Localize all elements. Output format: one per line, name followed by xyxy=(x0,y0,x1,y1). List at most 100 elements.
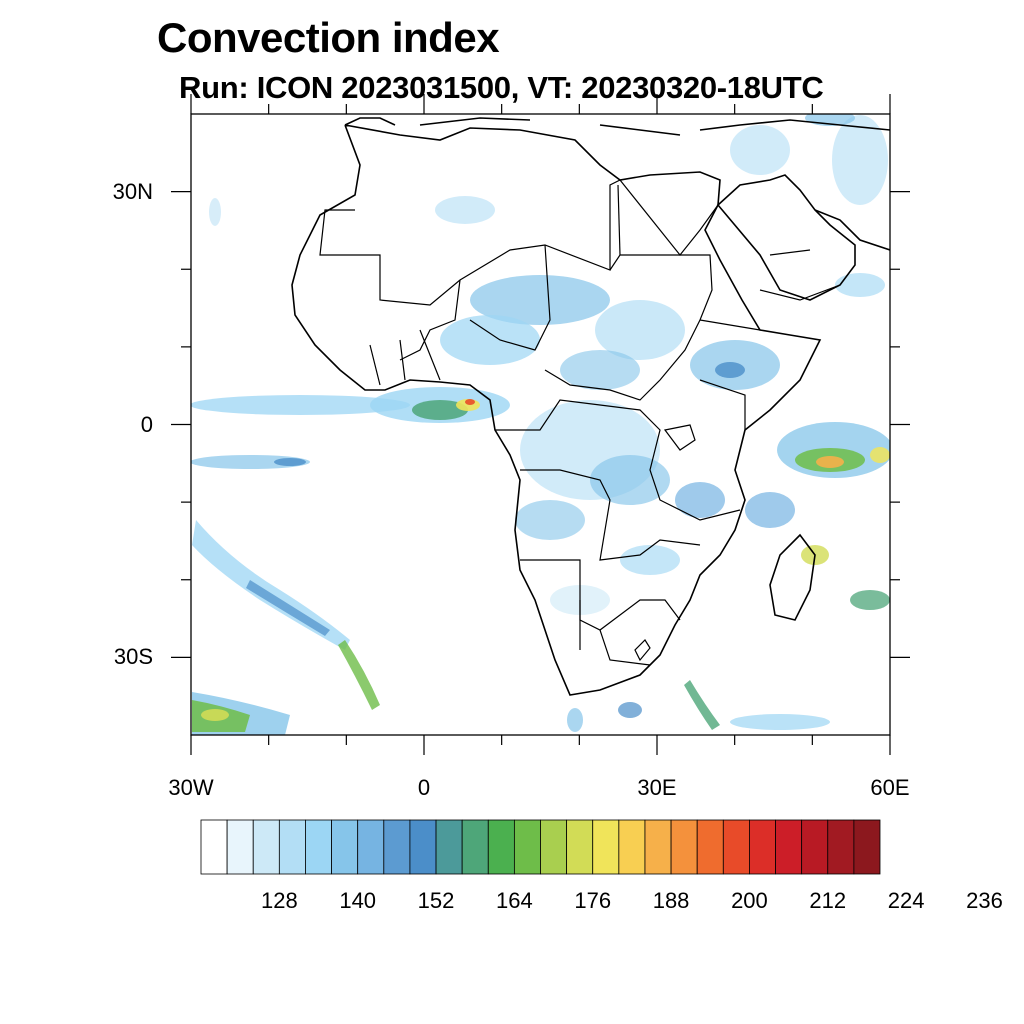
field-patch xyxy=(560,350,640,390)
lon-tick-label: 0 xyxy=(417,775,431,800)
border xyxy=(319,179,621,306)
field-patch xyxy=(201,709,229,721)
tick-marks xyxy=(171,94,910,755)
lon-tick-label: 60E xyxy=(870,775,910,800)
border xyxy=(399,279,461,361)
field-patch xyxy=(515,500,585,540)
field-patch xyxy=(832,115,888,205)
colorbar-swatch xyxy=(618,819,646,875)
border xyxy=(579,600,651,666)
field-patch xyxy=(816,456,844,468)
border xyxy=(759,249,841,301)
field-patch xyxy=(595,300,685,360)
field-patch xyxy=(745,492,795,528)
border xyxy=(369,329,441,386)
field-patch xyxy=(715,362,745,378)
field-patch xyxy=(435,196,495,224)
field-patch xyxy=(590,455,670,505)
border xyxy=(699,319,761,430)
colorbar-swatch xyxy=(200,819,228,875)
colorbar-tick-label: 164 xyxy=(496,888,533,913)
colorbar-tick-label: 152 xyxy=(417,888,455,913)
field-patch xyxy=(730,125,790,175)
field-patch xyxy=(440,315,540,365)
colorbar-tick-label: 212 xyxy=(809,888,847,913)
colorbar-swatch xyxy=(461,819,489,875)
madagascar xyxy=(769,533,816,621)
border xyxy=(617,184,621,256)
colorbar-swatch xyxy=(592,819,620,875)
field-patch xyxy=(191,455,310,469)
field-patch xyxy=(191,395,410,415)
colorbar-tick-label: 176 xyxy=(574,888,612,913)
field-patch xyxy=(850,590,890,610)
field-patch xyxy=(675,482,725,518)
field-patch xyxy=(412,400,468,420)
country-borders xyxy=(319,179,841,666)
convection-field xyxy=(191,114,890,735)
field-patch xyxy=(209,198,221,226)
mediterranean-north xyxy=(419,117,890,136)
colorbar-tick-label: 188 xyxy=(652,888,690,913)
field-patch xyxy=(870,447,890,463)
colorbar-swatch xyxy=(331,819,359,875)
colorbar-swatch xyxy=(383,819,411,875)
field-patch xyxy=(730,714,830,730)
colorbar-swatch xyxy=(566,819,594,875)
colorbar-swatch xyxy=(226,819,254,875)
lat-tick-label: 0 xyxy=(140,411,153,437)
colorbar-swatch xyxy=(827,819,855,875)
border xyxy=(634,639,651,662)
colorbar-swatch xyxy=(801,819,829,875)
coastlines xyxy=(291,117,890,696)
colorbar-tick-label: 140 xyxy=(339,888,377,913)
colorbar-swatch xyxy=(853,819,881,875)
lat-tick-label: 30S xyxy=(113,644,153,670)
colorbar-swatch xyxy=(775,819,803,875)
field-patch xyxy=(567,708,583,732)
arabia-coast xyxy=(716,174,856,301)
field-patch xyxy=(274,458,306,466)
field-patch xyxy=(618,702,642,718)
border xyxy=(663,424,696,451)
colorbar-swatch xyxy=(644,819,672,875)
field-patch xyxy=(835,273,885,297)
field-patch xyxy=(470,275,610,325)
colorbar xyxy=(200,819,881,875)
colorbar-tick-label: 128 xyxy=(260,888,298,913)
colorbar-swatch xyxy=(696,819,724,875)
arabia-gulf xyxy=(814,209,890,251)
border xyxy=(619,179,719,256)
field-patch xyxy=(192,520,350,650)
border xyxy=(469,244,551,351)
colorbar-swatch xyxy=(278,819,306,875)
colorbar-swatch xyxy=(722,819,750,875)
colorbar-tick-label: 236 xyxy=(966,888,1003,913)
colorbar-swatch xyxy=(305,819,332,875)
colorbar-tick-label: 224 xyxy=(887,888,925,913)
border xyxy=(520,469,701,561)
colorbar-swatch xyxy=(357,819,385,875)
field-patch xyxy=(246,580,330,636)
colorbar-tick-label: 200 xyxy=(731,888,768,913)
colorbar-swatch xyxy=(252,819,280,875)
colorbar-swatch xyxy=(513,819,541,875)
lat-tick-label: 30N xyxy=(112,178,153,204)
colorbar-swatch xyxy=(749,819,776,875)
field-patch xyxy=(684,680,720,730)
colorbar-swatch xyxy=(670,819,698,875)
lon-tick-label: 30W xyxy=(168,775,214,800)
border xyxy=(495,399,741,521)
colorbar-swatch xyxy=(487,819,515,875)
iberia xyxy=(344,117,396,126)
lon-tick-label: 30E xyxy=(637,775,677,800)
chart-title: Convection index xyxy=(157,14,500,61)
colorbar-swatch xyxy=(435,819,463,875)
field-patch xyxy=(620,545,680,575)
field-patch xyxy=(465,399,475,405)
colorbar-swatch xyxy=(540,819,568,875)
africa-coastline xyxy=(291,124,822,696)
field-patch xyxy=(338,640,380,710)
colorbar-swatch xyxy=(409,819,437,875)
